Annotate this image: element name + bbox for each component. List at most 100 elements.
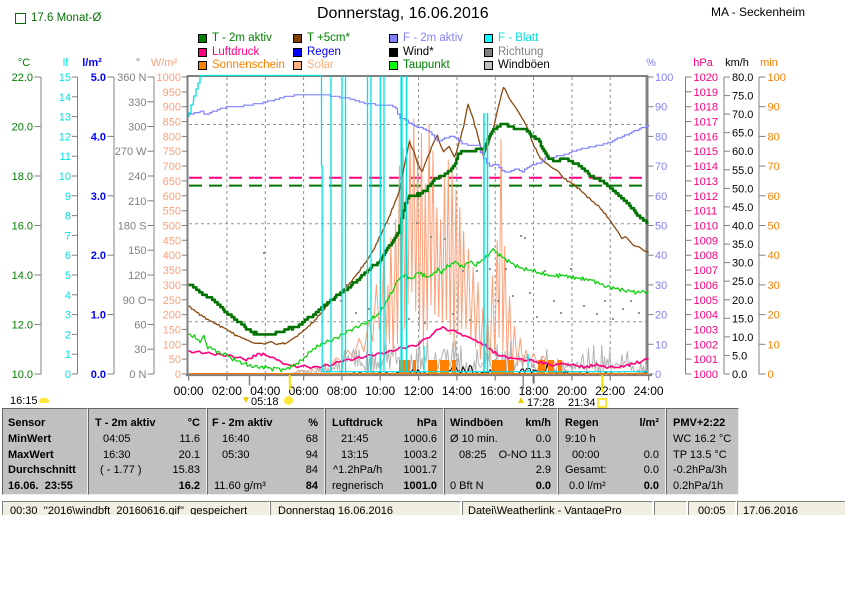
svg-text:0.0: 0.0 bbox=[732, 369, 747, 381]
svg-text:330: 330 bbox=[128, 97, 146, 109]
svg-text:20: 20 bbox=[768, 310, 780, 322]
svg-text:12: 12 bbox=[59, 131, 71, 143]
svg-text:02:00: 02:00 bbox=[212, 384, 242, 398]
svg-text:km/h: km/h bbox=[725, 57, 749, 69]
svg-text:8: 8 bbox=[65, 211, 71, 223]
svg-text:lf: lf bbox=[63, 57, 69, 69]
svg-text:15.0: 15.0 bbox=[732, 313, 753, 325]
svg-text:1005: 1005 bbox=[694, 295, 718, 307]
svg-text:hPa: hPa bbox=[693, 57, 713, 69]
svg-text:60: 60 bbox=[134, 320, 146, 332]
svg-text:15: 15 bbox=[59, 72, 71, 84]
svg-text:16:00: 16:00 bbox=[480, 384, 510, 398]
svg-text:100: 100 bbox=[163, 339, 181, 351]
svg-text:1.0: 1.0 bbox=[91, 310, 106, 322]
svg-text:150: 150 bbox=[128, 245, 146, 257]
svg-text:950: 950 bbox=[163, 87, 181, 99]
svg-text:30.0: 30.0 bbox=[732, 258, 753, 270]
svg-text:210: 210 bbox=[128, 196, 146, 208]
svg-text:%: % bbox=[646, 57, 656, 69]
svg-text:1017: 1017 bbox=[694, 117, 718, 129]
svg-text:800: 800 bbox=[163, 131, 181, 143]
svg-text:80: 80 bbox=[655, 131, 667, 143]
svg-text:04:00: 04:00 bbox=[250, 384, 280, 398]
svg-text:300: 300 bbox=[163, 280, 181, 292]
svg-text:40: 40 bbox=[655, 250, 667, 262]
svg-text:5.0: 5.0 bbox=[91, 72, 106, 84]
svg-text:24:00: 24:00 bbox=[634, 384, 664, 398]
svg-text:1011: 1011 bbox=[694, 206, 718, 218]
svg-text:30: 30 bbox=[655, 280, 667, 292]
svg-text:65.0: 65.0 bbox=[732, 128, 753, 140]
svg-text:35.0: 35.0 bbox=[732, 239, 753, 251]
svg-text:1006: 1006 bbox=[694, 280, 718, 292]
svg-text:14:00: 14:00 bbox=[442, 384, 472, 398]
svg-text:80.0: 80.0 bbox=[732, 72, 753, 84]
svg-text:22:00: 22:00 bbox=[595, 384, 625, 398]
svg-text:0: 0 bbox=[175, 369, 181, 381]
svg-text:700: 700 bbox=[163, 161, 181, 173]
svg-text:4: 4 bbox=[65, 290, 71, 302]
svg-text:1013: 1013 bbox=[694, 176, 718, 188]
svg-text:50: 50 bbox=[169, 354, 181, 366]
svg-text:18:00: 18:00 bbox=[519, 384, 549, 398]
svg-text:0: 0 bbox=[655, 369, 661, 381]
svg-text:50: 50 bbox=[655, 221, 667, 233]
svg-text:2.0: 2.0 bbox=[91, 250, 106, 262]
svg-text:50: 50 bbox=[768, 221, 780, 233]
svg-text:50.0: 50.0 bbox=[732, 183, 753, 195]
svg-text:22.0: 22.0 bbox=[12, 72, 33, 84]
svg-text:360 N: 360 N bbox=[117, 72, 146, 84]
svg-text:90: 90 bbox=[768, 102, 780, 114]
svg-text:20: 20 bbox=[655, 310, 667, 322]
svg-text:1020: 1020 bbox=[694, 72, 718, 84]
svg-text:1016: 1016 bbox=[694, 131, 718, 143]
svg-text:1: 1 bbox=[65, 349, 71, 361]
svg-text:14.0: 14.0 bbox=[12, 270, 33, 282]
svg-text:180 S: 180 S bbox=[118, 221, 147, 233]
svg-text:90: 90 bbox=[655, 102, 667, 114]
svg-text:20.0: 20.0 bbox=[732, 295, 753, 307]
svg-text:90 O: 90 O bbox=[123, 295, 147, 307]
svg-text:25.0: 25.0 bbox=[732, 276, 753, 288]
svg-text:250: 250 bbox=[163, 295, 181, 307]
svg-text:5.0: 5.0 bbox=[732, 350, 747, 362]
svg-text:30: 30 bbox=[134, 344, 146, 356]
svg-text:500: 500 bbox=[163, 221, 181, 233]
svg-text:1008: 1008 bbox=[694, 250, 718, 262]
svg-text:18.0: 18.0 bbox=[12, 171, 33, 183]
svg-text:°C: °C bbox=[18, 57, 30, 69]
svg-text:11: 11 bbox=[60, 151, 71, 163]
svg-text:12:00: 12:00 bbox=[404, 384, 434, 398]
svg-text:1002: 1002 bbox=[694, 339, 718, 351]
svg-text:20.0: 20.0 bbox=[12, 122, 33, 134]
svg-text:120: 120 bbox=[128, 270, 146, 282]
svg-text:1000: 1000 bbox=[694, 369, 718, 381]
svg-text:W/m²: W/m² bbox=[151, 57, 178, 69]
svg-text:1019: 1019 bbox=[694, 87, 718, 99]
svg-text:00:00: 00:00 bbox=[174, 384, 204, 398]
svg-text:80: 80 bbox=[768, 131, 780, 143]
svg-text:75.0: 75.0 bbox=[732, 91, 753, 103]
svg-text:7: 7 bbox=[65, 230, 71, 242]
svg-text:1014: 1014 bbox=[694, 161, 718, 173]
svg-text:60: 60 bbox=[768, 191, 780, 203]
svg-text:0: 0 bbox=[768, 369, 774, 381]
svg-text:750: 750 bbox=[163, 146, 181, 158]
svg-text:70: 70 bbox=[768, 161, 780, 173]
svg-text:0.0: 0.0 bbox=[91, 369, 106, 381]
svg-text:1012: 1012 bbox=[694, 191, 718, 203]
svg-text:1001: 1001 bbox=[694, 354, 718, 366]
svg-text:900: 900 bbox=[163, 102, 181, 114]
svg-text:1003: 1003 bbox=[694, 324, 718, 336]
svg-text:40.0: 40.0 bbox=[732, 221, 753, 233]
svg-text:13: 13 bbox=[59, 112, 71, 124]
svg-text:08:00: 08:00 bbox=[327, 384, 357, 398]
svg-text:l/m²: l/m² bbox=[82, 57, 102, 69]
svg-text:70.0: 70.0 bbox=[732, 109, 753, 121]
svg-text:240: 240 bbox=[128, 171, 146, 183]
svg-text:350: 350 bbox=[163, 265, 181, 277]
svg-text:°: ° bbox=[136, 57, 140, 69]
svg-text:min: min bbox=[760, 57, 778, 69]
svg-text:850: 850 bbox=[163, 117, 181, 129]
